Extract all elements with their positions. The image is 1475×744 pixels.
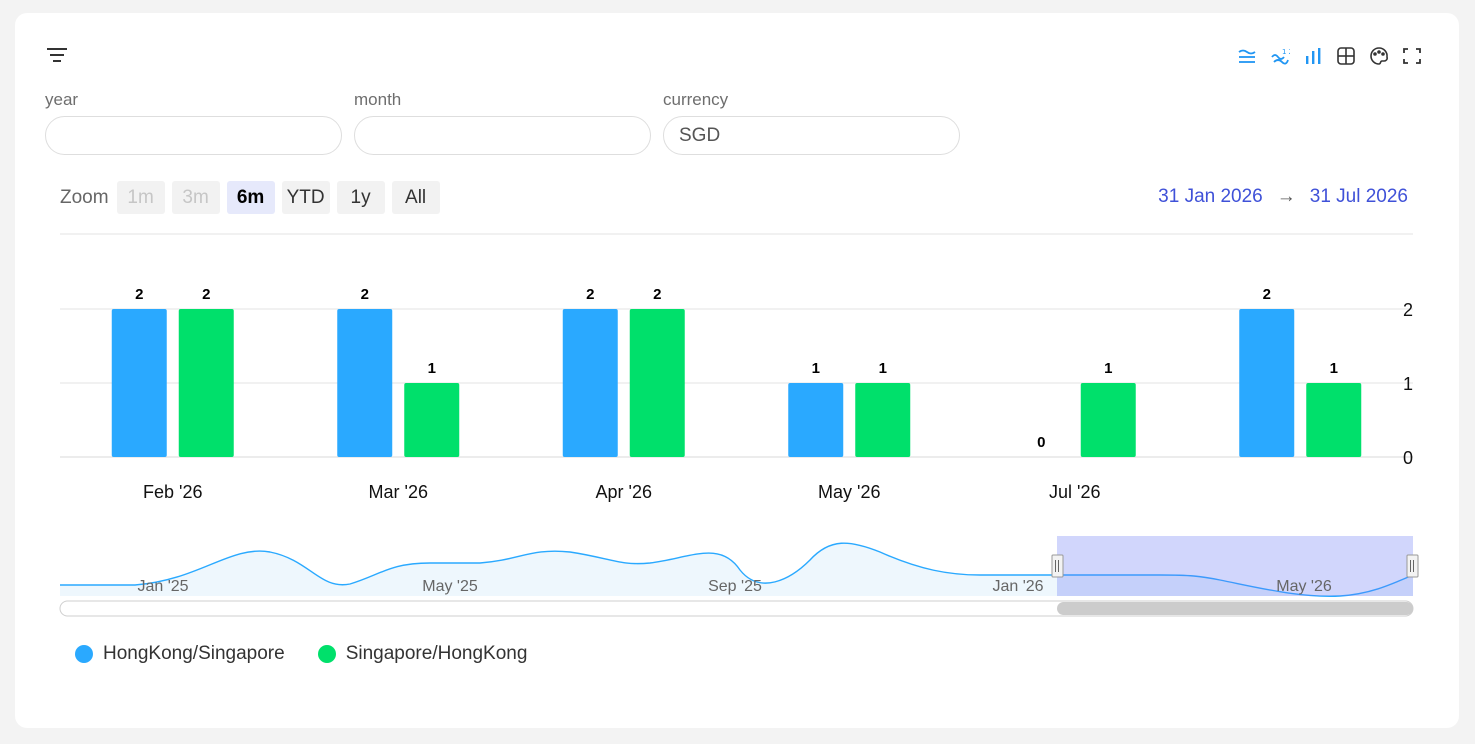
year-filter: year	[45, 90, 342, 155]
bar[interactable]	[178, 309, 234, 457]
navigator-scrollbar-thumb[interactable]	[1057, 602, 1413, 615]
x-tick-label: Jul '26	[1049, 482, 1100, 502]
legend-item-hongkong-singapore[interactable]: HongKong/Singapore	[75, 643, 285, 665]
chart-toolbar: 1 2	[1236, 45, 1423, 67]
data-label: 2	[202, 286, 210, 303]
legend-dot	[317, 645, 336, 663]
chart-legend: HongKong/Singapore Singapore/HongKong	[75, 643, 527, 665]
legend-dot	[75, 645, 93, 663]
data-label: 1	[812, 360, 820, 377]
zoom-ytd-button[interactable]: YTD	[281, 181, 330, 214]
zoom-all-button[interactable]: All	[391, 181, 440, 214]
stacked-lines-icon[interactable]	[1236, 45, 1258, 67]
bar[interactable]	[404, 383, 460, 457]
palette-icon[interactable]	[1368, 45, 1390, 67]
date-range: 31 Jan 2026 → 31 Jul 2026	[1158, 186, 1408, 208]
bar-chart-icon[interactable]	[1302, 45, 1324, 67]
data-label: 2	[135, 286, 143, 303]
legend-label: HongKong/Singapore	[103, 643, 285, 664]
data-label: 1	[1104, 360, 1112, 377]
range-to[interactable]: 31 Jul 2026	[1309, 186, 1408, 207]
bar[interactable]	[337, 309, 393, 457]
bar[interactable]	[629, 309, 685, 457]
data-label: 2	[361, 286, 369, 303]
y-tick-label: 2	[1403, 300, 1413, 320]
data-label: 2	[653, 286, 661, 303]
navigator-line	[60, 542, 1414, 597]
month-label: month	[354, 90, 402, 109]
data-label: 1	[1330, 360, 1338, 377]
y-tick-label: 1	[1403, 374, 1413, 394]
zoom-label: Zoom	[60, 186, 109, 208]
zoom-1y-button[interactable]: 1y	[336, 181, 385, 214]
navigator-selection[interactable]	[1057, 536, 1413, 596]
zoom-1m-button[interactable]: 1m	[116, 181, 165, 214]
data-label: 2	[1263, 286, 1271, 303]
x-tick-label: Mar '26	[369, 482, 428, 502]
x-tick-label: Apr '26	[596, 482, 652, 502]
navigator-tick-label: May '26	[1276, 578, 1332, 595]
bar[interactable]	[855, 383, 911, 457]
currency-input[interactable]	[663, 116, 960, 155]
bar[interactable]	[1080, 383, 1136, 457]
fullscreen-icon[interactable]	[1401, 45, 1423, 67]
zoom-6m-button[interactable]: 6m	[226, 181, 275, 214]
navigator-tick-label: May '25	[422, 578, 478, 595]
bar[interactable]	[562, 309, 618, 457]
currency-label: currency	[663, 90, 729, 109]
zoom-selector: Zoom 1m 3m 6m YTD 1y All	[60, 181, 447, 214]
bar[interactable]	[1306, 383, 1362, 457]
smooth-line-icon[interactable]: 1 2	[1269, 45, 1291, 67]
data-label: 1	[879, 360, 887, 377]
x-tick-label: May '26	[818, 482, 880, 502]
range-arrow: →	[1276, 186, 1296, 207]
currency-filter: currency	[663, 90, 960, 155]
month-input[interactable]	[354, 116, 651, 155]
x-tick-label: Feb '26	[143, 482, 202, 502]
data-label: 2	[586, 286, 594, 303]
year-input[interactable]	[45, 116, 342, 155]
bar[interactable]	[1239, 309, 1295, 457]
svg-text:1 2: 1 2	[1282, 48, 1290, 56]
filter-icon[interactable]	[46, 46, 68, 64]
zoom-3m-button[interactable]: 3m	[171, 181, 220, 214]
bar[interactable]	[788, 383, 844, 457]
data-label: 1	[428, 360, 436, 377]
legend-item-singapore-hongkong[interactable]: Singapore/HongKong	[317, 643, 528, 665]
data-label: 0	[1037, 434, 1045, 451]
navigator-handle-left[interactable]	[1051, 554, 1064, 578]
navigator-tick-label: Jan '25	[137, 578, 188, 595]
grid-icon[interactable]	[1335, 45, 1357, 67]
navigator-tick-label: Jan '26	[992, 578, 1043, 595]
y-tick-label: 0	[1403, 448, 1413, 468]
legend-label: Singapore/HongKong	[345, 643, 528, 664]
bar[interactable]	[111, 309, 167, 457]
month-filter: month	[354, 90, 651, 155]
year-label: year	[45, 90, 79, 109]
navigator-area	[60, 543, 1413, 597]
navigator-tick-label: Sep '25	[708, 578, 762, 595]
range-from[interactable]: 31 Jan 2026	[1158, 186, 1263, 207]
navigator-handle-right[interactable]	[1406, 554, 1419, 578]
